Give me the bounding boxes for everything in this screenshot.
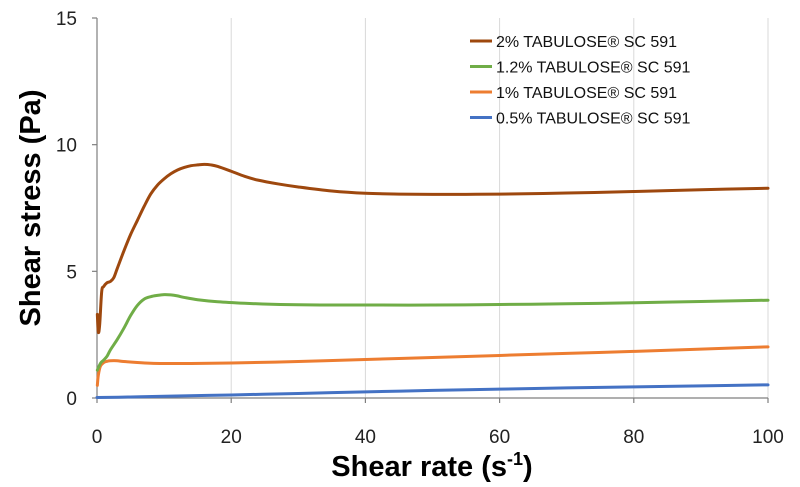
series-line-2 — [95, 345, 770, 387]
legend-label-0: 2% TABULOSE® SC 591 — [496, 34, 677, 51]
legend-label-1: 1.2% TABULOSE® SC 591 — [496, 60, 691, 77]
series-line-1 — [95, 293, 770, 372]
legend: 2% TABULOSE® SC 591 1.2% TABULOSE® SC 591… — [470, 34, 691, 128]
y-tick-label-10: 10 — [56, 136, 77, 157]
x-tick-label-20: 20 — [221, 427, 242, 448]
axes — [96, 18, 768, 399]
x-axis-title: Shear rate (s-1) — [331, 449, 532, 483]
x-tick-label-100: 100 — [752, 427, 784, 448]
series-line-3 — [95, 383, 770, 399]
legend-label-2: 1% TABULOSE® SC 591 — [496, 85, 677, 102]
y-axis-title: Shear stress (Pa) — [15, 90, 47, 327]
x-tick-labels: 0 20 40 60 80 100 — [92, 398, 784, 448]
y-tick-label-15: 15 — [56, 9, 77, 30]
y-tick-label-0: 0 — [66, 389, 77, 410]
y-tick-label-5: 5 — [66, 262, 77, 283]
legend-label-3: 0.5% TABULOSE® SC 591 — [496, 111, 691, 128]
series-line-0 — [95, 162, 770, 335]
grid-lines — [230, 18, 769, 398]
x-axis-title-main: Shear rate (s — [331, 451, 507, 483]
x-tick-label-60: 60 — [489, 427, 510, 448]
x-tick-label-80: 80 — [623, 427, 644, 448]
x-axis-title-superscript: -1 — [507, 449, 523, 469]
y-tick-labels: 0 5 10 15 — [56, 9, 97, 410]
x-axis-title-end: ) — [523, 451, 533, 483]
x-tick-label-0: 0 — [92, 427, 103, 448]
x-tick-label-40: 40 — [355, 427, 376, 448]
series-lines — [95, 162, 770, 399]
